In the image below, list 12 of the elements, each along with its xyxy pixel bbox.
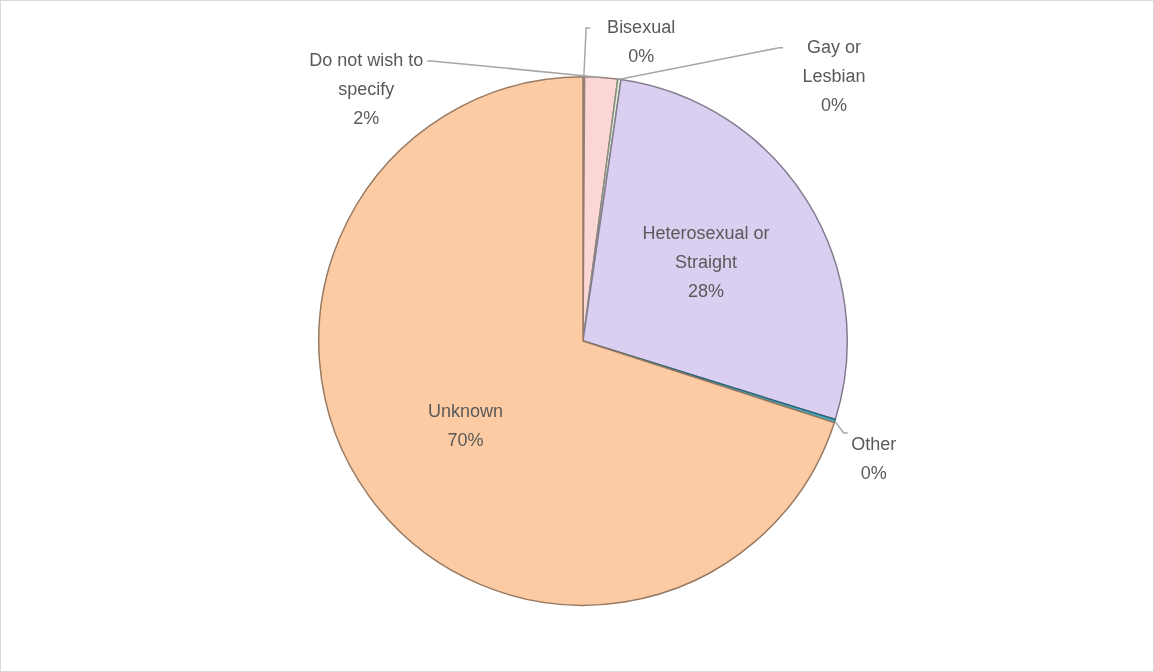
slice-label: Heterosexual or Straight bbox=[642, 223, 770, 273]
data-label: 70% bbox=[447, 429, 484, 450]
slice-label: Unknown bbox=[427, 400, 503, 421]
slice-label: Other bbox=[851, 434, 897, 455]
slice-label: Do not wish to specify bbox=[309, 49, 424, 99]
data-label: 2% bbox=[353, 107, 380, 128]
slice-label: Bisexual bbox=[607, 16, 676, 37]
data-label: 0% bbox=[860, 463, 887, 484]
data-label: 0% bbox=[628, 45, 655, 66]
data-label: 0% bbox=[821, 94, 848, 115]
data-label: 28% bbox=[687, 281, 724, 302]
slice-label: Gay or Lesbian bbox=[802, 36, 866, 86]
